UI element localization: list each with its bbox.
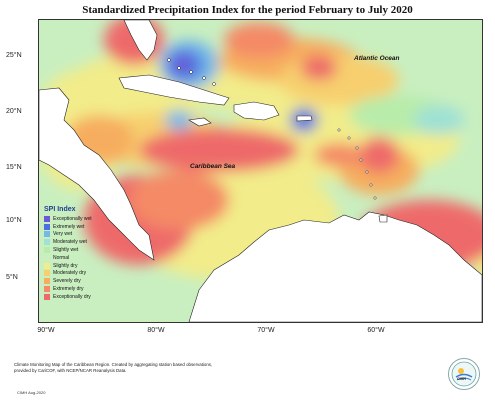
legend-swatch bbox=[44, 262, 50, 269]
legend-item: Slightly dry bbox=[44, 262, 110, 270]
puerto-rico bbox=[296, 115, 313, 122]
legend-label: Slightly wet bbox=[53, 247, 79, 254]
legend-label: Extremely wet bbox=[53, 223, 85, 230]
legend-swatch bbox=[44, 231, 50, 238]
lat-label-15n: 15°N bbox=[6, 164, 22, 171]
spi-map-canvas bbox=[39, 20, 482, 322]
legend-label: Severely dry bbox=[53, 278, 81, 285]
legend-label: Moderately dry bbox=[53, 270, 87, 277]
legend-label: Exceptionally wet bbox=[53, 215, 92, 222]
lon-label-80w: 80°W bbox=[147, 327, 165, 334]
legend-item: Very wet bbox=[44, 231, 110, 239]
legend-swatch bbox=[44, 254, 50, 261]
legend-swatch bbox=[44, 278, 50, 285]
legend-swatch bbox=[44, 223, 50, 230]
lon-label-90w: 90°W bbox=[37, 327, 55, 334]
legend-item: Moderately wet bbox=[44, 238, 110, 246]
lon-label-60w: 60°W bbox=[367, 327, 385, 334]
footer-credit: CIMH Aug-2020 bbox=[17, 390, 46, 395]
legend-label: Extremely dry bbox=[53, 286, 84, 293]
legend-label: Moderately wet bbox=[53, 239, 87, 246]
map-title: Standardized Precipitation Index for the… bbox=[82, 4, 413, 16]
legend-label: Very wet bbox=[53, 231, 73, 238]
cimh-logo bbox=[448, 358, 480, 390]
small-islands bbox=[167, 58, 377, 200]
legend-swatch bbox=[44, 293, 50, 300]
lat-label-25n: 25°N bbox=[6, 52, 22, 59]
legend-item: Moderately dry bbox=[44, 270, 110, 278]
legend-swatch bbox=[44, 286, 50, 293]
central-america bbox=[39, 87, 155, 261]
lat-label-5n: 5°N bbox=[6, 274, 18, 281]
jamaica bbox=[188, 117, 212, 127]
lat-label-20n: 20°N bbox=[6, 108, 22, 115]
florida bbox=[123, 20, 158, 61]
footer-note: Climate Monitoring Map of the Caribbean … bbox=[14, 362, 213, 373]
legend-item: Normal bbox=[44, 254, 110, 262]
legend-swatch bbox=[44, 239, 50, 246]
spi-legend: SPI Index Exceptionally wet Extremely wet… bbox=[44, 206, 110, 301]
atlantic-ocean-label: Atlantic Ocean bbox=[354, 55, 400, 62]
legend-item: Severely dry bbox=[44, 277, 110, 285]
lon-label-70w: 70°W bbox=[257, 327, 275, 334]
legend-title: SPI Index bbox=[44, 206, 76, 213]
legend-item: Exceptionally wet bbox=[44, 215, 110, 223]
legend-swatch bbox=[44, 215, 50, 222]
legend-item: Slightly wet bbox=[44, 246, 110, 254]
cuba bbox=[118, 74, 230, 106]
spi-map bbox=[38, 19, 483, 323]
trinidad bbox=[378, 214, 388, 223]
logo-text: CIMH bbox=[457, 377, 466, 381]
caribbean-sea-label: Caribbean Sea bbox=[190, 163, 236, 170]
legend-item: Extremely dry bbox=[44, 285, 110, 293]
legend-items: Exceptionally wet Extremely wet Very wet Mo… bbox=[44, 215, 110, 301]
legend-label: Exceptionally dry bbox=[53, 293, 91, 300]
legend-label: Slightly dry bbox=[53, 262, 78, 269]
south-america bbox=[188, 211, 482, 322]
hispaniola bbox=[233, 101, 280, 121]
legend-item: Exceptionally dry bbox=[44, 293, 110, 301]
cimh-logo-icon bbox=[451, 361, 477, 387]
legend-swatch bbox=[44, 247, 50, 254]
legend-label: Normal bbox=[53, 254, 70, 261]
land-masses bbox=[39, 20, 482, 322]
legend-swatch bbox=[44, 270, 50, 277]
legend-item: Extremely wet bbox=[44, 223, 110, 231]
lat-label-10n: 10°N bbox=[6, 217, 22, 224]
